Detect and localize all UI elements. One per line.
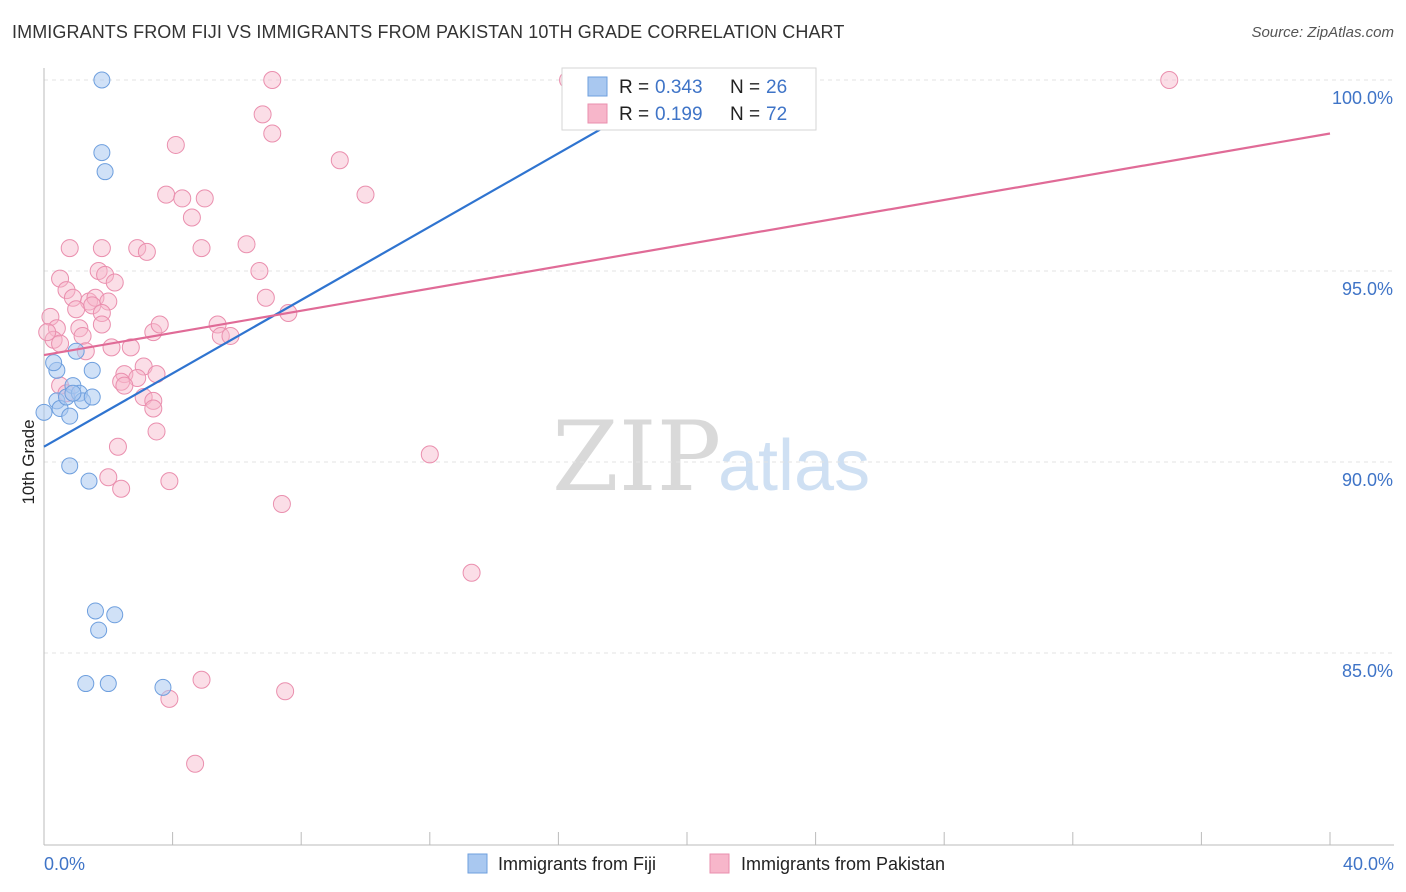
- pakistan-point: [263, 71, 282, 89]
- fiji-point: [154, 678, 172, 696]
- fiji-trend-line: [43, 79, 688, 448]
- y-tick-label: 90.0%: [1342, 470, 1393, 490]
- pakistan-point: [47, 319, 66, 338]
- fiji-point: [106, 606, 124, 624]
- pakistan-point: [105, 273, 124, 292]
- pakistan-point: [253, 105, 272, 124]
- y-axis-label: 10th Grade: [19, 419, 38, 504]
- y-tick-label: 95.0%: [1342, 279, 1393, 299]
- fiji-point: [86, 602, 104, 620]
- pakistan-point: [144, 391, 163, 410]
- fiji-point: [90, 621, 108, 639]
- fiji-n-label: N =: [730, 77, 760, 98]
- pakistan-trend-line: [43, 132, 1331, 357]
- grid-lines: [44, 79, 1394, 654]
- fiji-point: [77, 675, 95, 693]
- pakistan-point: [147, 422, 166, 441]
- pakistan-point: [41, 307, 60, 326]
- x-tick-marks: [172, 832, 1331, 845]
- pakistan-n-label: N =: [730, 104, 760, 125]
- pakistan-point: [83, 296, 102, 315]
- pakistan-point: [186, 754, 205, 773]
- watermark-atlas: atlas: [718, 426, 870, 506]
- fiji-point: [61, 457, 79, 475]
- pakistan-point: [92, 239, 111, 258]
- fiji-point: [96, 163, 114, 181]
- pakistan-point: [144, 399, 163, 418]
- pakistan-point: [96, 265, 115, 284]
- pakistan-point: [51, 269, 70, 288]
- pakistan-point: [137, 242, 156, 261]
- pakistan-point: [157, 185, 176, 204]
- pakistan-point: [250, 262, 269, 280]
- stats-legend: R = 0.343 N = 26 R = 0.199 N = 72: [561, 67, 817, 131]
- pakistan-point: [150, 315, 169, 334]
- pakistan-point: [57, 281, 76, 300]
- pakistan-legend-swatch: [587, 103, 608, 124]
- pakistan-point: [166, 135, 185, 154]
- pakistan-point: [330, 151, 349, 170]
- trend-lines: [43, 79, 1331, 448]
- pakistan-point: [67, 300, 86, 319]
- pakistan-point: [462, 563, 481, 582]
- pakistan-point: [272, 495, 291, 514]
- fiji-n-value: 26: [766, 77, 787, 98]
- pakistan-point: [192, 239, 211, 258]
- pakistan-point: [356, 185, 375, 204]
- pakistan-point: [420, 445, 439, 464]
- pakistan-point: [112, 479, 131, 498]
- fiji-point: [93, 144, 111, 162]
- pakistan-point: [128, 239, 147, 258]
- fiji-point: [80, 472, 98, 490]
- pakistan-point: [92, 315, 111, 334]
- pakistan-point: [38, 323, 57, 342]
- pakistan-series-swatch: [709, 853, 730, 874]
- fiji-point: [93, 71, 111, 89]
- pakistan-point: [108, 437, 127, 456]
- y-tick-labels: 85.0% 90.0% 95.0% 100.0%: [1332, 88, 1393, 681]
- pakistan-point: [1160, 71, 1179, 89]
- fiji-point: [45, 354, 63, 372]
- y-tick-label: 85.0%: [1342, 661, 1393, 681]
- fiji-point: [61, 407, 79, 425]
- pakistan-r-value: 0.199: [655, 104, 703, 125]
- pakistan-point: [73, 326, 92, 345]
- pakistan-point: [195, 189, 214, 208]
- pakistan-r-label: R =: [619, 104, 649, 125]
- pakistan-n-value: 72: [766, 104, 787, 125]
- pakistan-point: [192, 670, 211, 689]
- pakistan-point: [182, 208, 201, 227]
- pakistan-point: [60, 239, 79, 258]
- pakistan-point: [263, 124, 282, 143]
- pakistan-point: [211, 326, 230, 345]
- x-tick-label-max: 40.0%: [1343, 854, 1394, 874]
- fiji-legend-swatch: [587, 76, 608, 97]
- pakistan-point: [99, 468, 118, 487]
- pakistan-point: [256, 288, 275, 307]
- source-label: Source: ZipAtlas.com: [1251, 24, 1394, 41]
- pakistan-point: [276, 682, 295, 701]
- chart-title: IMMIGRANTS FROM FIJI VS IMMIGRANTS FROM …: [12, 22, 845, 42]
- y-tick-label: 100.0%: [1332, 88, 1393, 108]
- watermark-zip: ZIP: [552, 401, 721, 513]
- fiji-point: [35, 403, 53, 421]
- fiji-series-swatch: [467, 853, 488, 874]
- pakistan-point: [173, 189, 192, 208]
- fiji-point: [83, 388, 101, 406]
- fiji-point: [64, 384, 82, 402]
- fiji-r-label: R =: [619, 77, 649, 98]
- x-tick-label-min: 0.0%: [44, 854, 85, 874]
- pakistan-point: [121, 338, 140, 357]
- pakistan-point: [115, 376, 134, 395]
- fiji-r-value: 0.343: [655, 77, 703, 98]
- pakistan-point: [160, 472, 179, 491]
- fiji-point: [83, 361, 101, 379]
- pakistan-point: [237, 235, 256, 254]
- fiji-series-label: Immigrants from Fiji: [498, 854, 656, 874]
- fiji-point: [99, 675, 117, 693]
- pakistan-series-label: Immigrants from Pakistan: [741, 854, 945, 874]
- series-legend: Immigrants from Fiji Immigrants from Pak…: [467, 853, 945, 874]
